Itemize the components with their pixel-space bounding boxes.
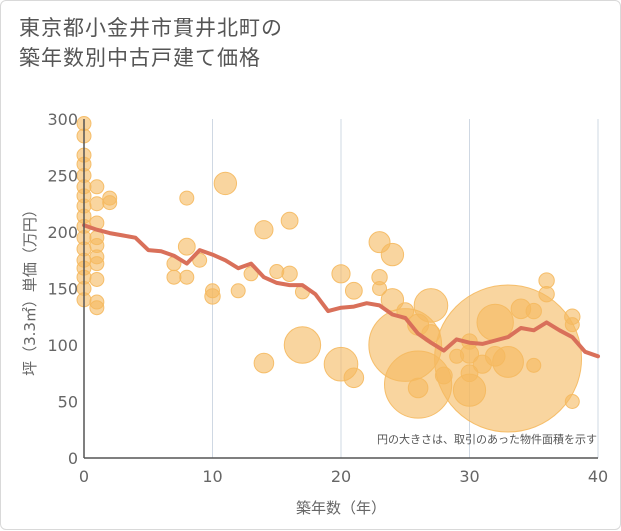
y-tick-label: 200: [47, 223, 78, 242]
bubble-point: [564, 394, 580, 409]
y-axis-label: 坪（3.3㎡）単価（万円）: [21, 202, 39, 376]
bubble-point: [526, 357, 542, 373]
y-tick-label: 100: [47, 336, 78, 355]
x-tick-label: 10: [202, 467, 222, 486]
bubble-point: [89, 300, 105, 316]
bubble-layer: [76, 116, 583, 433]
average-price-line: [82, 223, 600, 359]
bubble-point: [380, 242, 405, 267]
bubble-point: [407, 377, 429, 399]
bubble-point: [102, 195, 118, 211]
axes: 0 10 20 30 40 0 50 100 150 200 250 300: [47, 110, 608, 486]
x-tick-label: 0: [79, 467, 89, 486]
bubble-point: [213, 171, 238, 196]
bubble-point: [89, 256, 105, 272]
bubble-point: [269, 264, 285, 280]
bubble-point: [538, 285, 555, 303]
bubble-point: [253, 352, 275, 374]
y-tick-label: 150: [47, 280, 78, 299]
size-note: 円の大きさは、取引のあった物件面積を示す: [377, 432, 597, 446]
bubble-point: [344, 281, 363, 300]
bubble-point: [204, 288, 221, 305]
y-tick-label: 250: [47, 167, 78, 186]
y-tick-label: 300: [47, 110, 78, 129]
bubble-point: [177, 237, 196, 256]
chart-title-line-1: 東京都小金井市貫井北町の: [19, 16, 283, 40]
bubble-point: [283, 326, 322, 364]
bubble-point: [525, 302, 542, 320]
bubble-point: [372, 281, 388, 296]
bubble-point: [280, 211, 299, 230]
bubble-point: [89, 196, 105, 212]
bubble-point: [331, 264, 351, 284]
bubble-point: [179, 269, 195, 285]
chart-title-line-2: 築年数別中古戸建て価格: [19, 46, 261, 70]
x-tick-label: 30: [459, 467, 479, 486]
x-axis-label: 築年数（年）: [296, 499, 386, 517]
bubble-point: [413, 288, 449, 323]
x-tick-label: 40: [588, 467, 608, 486]
bubble-point: [492, 346, 524, 378]
bubble-point: [89, 179, 105, 195]
bubble-point: [254, 220, 274, 240]
bubble-point: [166, 269, 182, 285]
bubble-point: [179, 190, 195, 206]
bubble-point: [343, 367, 365, 389]
bubble-point: [230, 283, 246, 299]
bubble-point: [281, 265, 298, 283]
bubble-point: [564, 317, 580, 333]
y-tick-label: 50: [58, 393, 78, 412]
trend-line-layer: [82, 223, 600, 359]
x-tick-label: 20: [331, 467, 351, 486]
y-tick-label: 0: [68, 449, 78, 468]
bubble-point: [89, 271, 105, 287]
chart-title: 東京都小金井市貫井北町の 築年数別中古戸建て価格: [19, 13, 439, 73]
